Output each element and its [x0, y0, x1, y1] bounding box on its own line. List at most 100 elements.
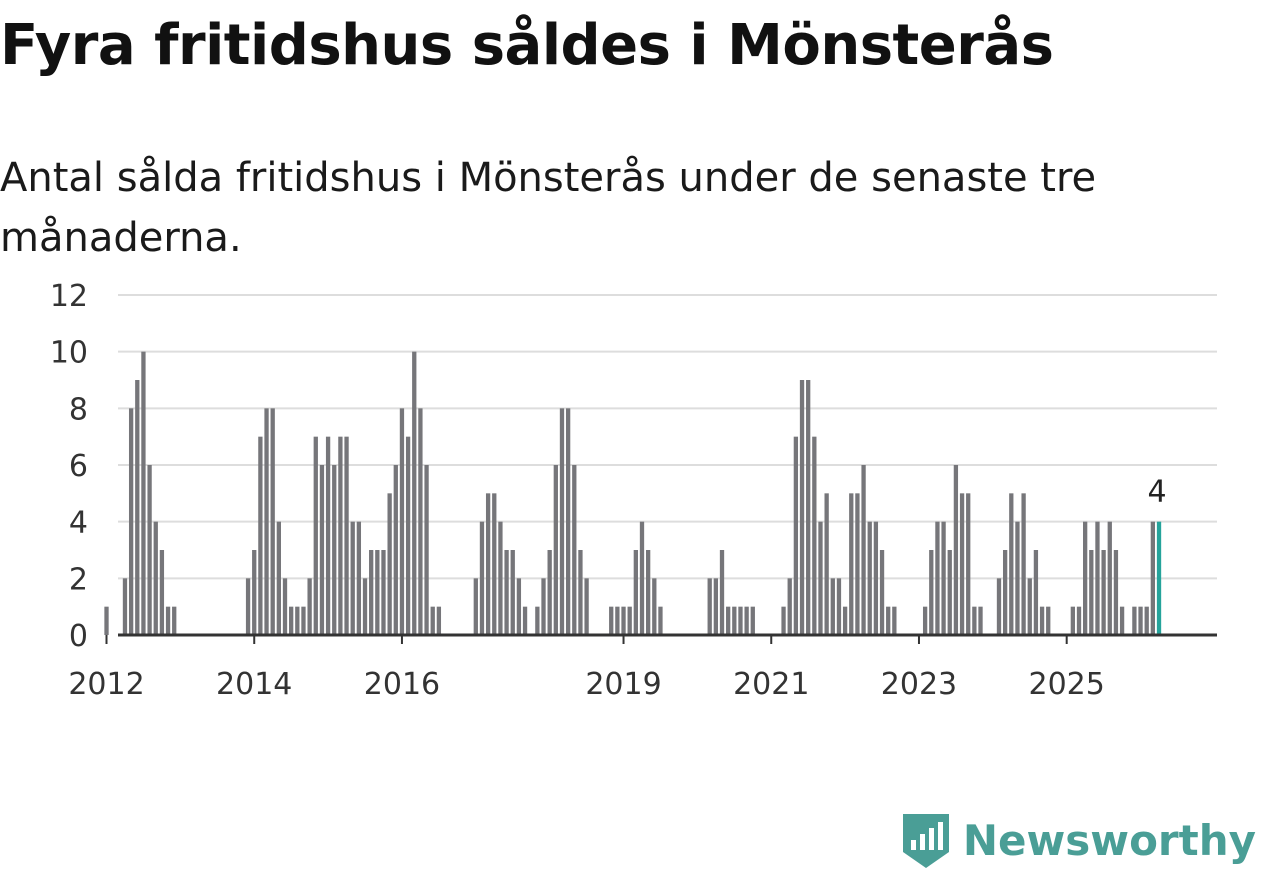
y-tick-label: 4	[69, 506, 88, 541]
x-tick-label: 2016	[364, 667, 440, 702]
bar	[319, 465, 325, 635]
bar	[1009, 493, 1014, 635]
y-tick-label: 12	[50, 279, 88, 314]
bar	[806, 380, 811, 635]
bar	[732, 606, 737, 635]
bar	[350, 521, 355, 635]
bar	[504, 550, 509, 635]
bar	[873, 521, 879, 635]
bar	[141, 351, 146, 635]
bar	[886, 606, 891, 635]
bar	[867, 521, 872, 635]
bar	[633, 550, 638, 635]
bar	[824, 493, 829, 635]
bar	[424, 465, 429, 635]
bar	[547, 550, 552, 635]
chart-subtitle: Antal sålda fritidshus i Mönsterås under…	[0, 155, 1097, 261]
bar	[615, 606, 620, 635]
bar	[1083, 521, 1088, 635]
bar	[609, 606, 614, 635]
bar	[935, 521, 940, 635]
bar	[338, 436, 343, 635]
bar	[836, 578, 842, 635]
bar	[516, 578, 522, 635]
bar	[879, 550, 885, 635]
bar	[621, 606, 626, 635]
brand-name: Newsworthy	[962, 815, 1256, 865]
bar	[738, 606, 743, 635]
bar	[1046, 606, 1051, 635]
gridlines	[118, 294, 1217, 580]
bar	[929, 550, 934, 635]
bar	[719, 550, 725, 635]
brand-logo: Newsworthy	[901, 807, 1256, 873]
bar	[307, 578, 312, 635]
bar	[1107, 521, 1112, 635]
bar	[941, 521, 946, 635]
bar	[535, 606, 540, 635]
bar	[959, 493, 965, 635]
bar	[344, 436, 349, 635]
bar	[781, 606, 786, 635]
bar	[658, 606, 663, 635]
bar	[713, 578, 719, 635]
bar	[276, 521, 281, 635]
bar	[165, 606, 171, 635]
bar	[1015, 521, 1020, 635]
bar	[393, 465, 398, 635]
bar	[646, 550, 651, 635]
bar	[510, 550, 515, 635]
bar	[849, 493, 854, 635]
bar	[258, 436, 263, 635]
bar	[793, 436, 799, 635]
bar	[430, 606, 435, 635]
bar	[387, 493, 392, 635]
bar	[1132, 606, 1137, 635]
x-tick-label: 2021	[733, 667, 809, 702]
y-tick-label: 2	[69, 562, 88, 597]
bar	[362, 578, 368, 635]
bar	[128, 408, 134, 635]
bar	[295, 606, 300, 635]
bar	[744, 606, 749, 635]
bar	[313, 436, 318, 635]
bar	[147, 465, 152, 635]
bar	[818, 521, 823, 635]
y-tick-label: 6	[69, 449, 88, 484]
bar	[1033, 550, 1039, 635]
bar	[1150, 521, 1156, 635]
bar	[1144, 606, 1149, 635]
bar	[282, 578, 288, 635]
bar	[565, 408, 571, 635]
x-tick-label: 2019	[585, 667, 661, 702]
bar	[584, 578, 589, 635]
bar	[1101, 550, 1106, 635]
bar	[1119, 606, 1125, 635]
x-tick-label: 2025	[1029, 667, 1105, 702]
bar	[639, 521, 645, 635]
bar	[1021, 493, 1026, 635]
bar	[652, 578, 657, 635]
bar	[405, 436, 411, 635]
bar	[1138, 606, 1143, 635]
bar	[578, 550, 583, 635]
bar	[978, 606, 983, 635]
bar	[892, 606, 897, 635]
bar	[1002, 550, 1008, 635]
bar	[153, 521, 158, 635]
y-tick-label: 8	[69, 392, 88, 427]
y-tick-label: 0	[69, 619, 88, 654]
bar	[325, 436, 331, 635]
bar	[381, 550, 386, 635]
bar	[559, 408, 565, 635]
bar	[787, 578, 792, 635]
bar	[726, 606, 731, 635]
bar	[369, 550, 374, 635]
bar	[541, 578, 546, 635]
bar	[842, 606, 848, 635]
bar	[245, 578, 251, 635]
bar	[553, 465, 558, 635]
bar	[707, 578, 712, 635]
bar	[252, 550, 257, 635]
